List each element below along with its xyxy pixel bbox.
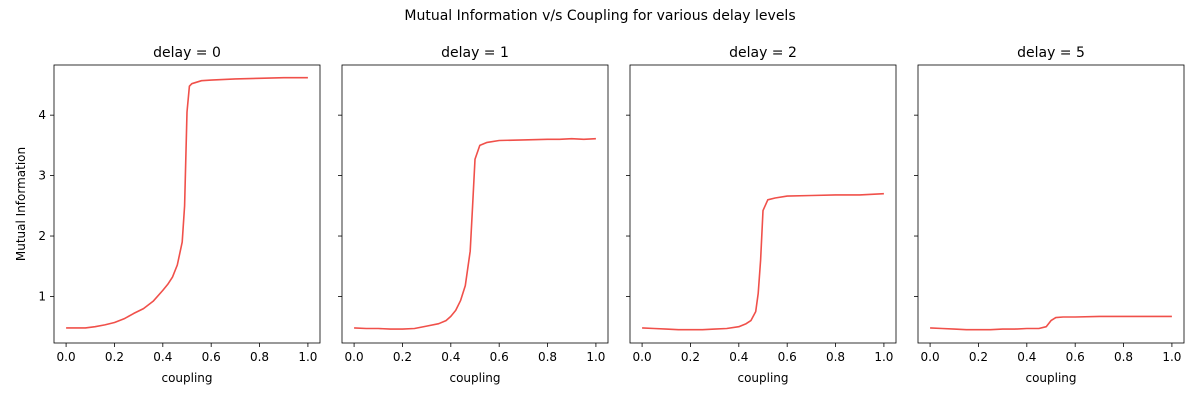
series-line <box>66 78 308 328</box>
panel-title: delay = 2 <box>729 45 797 61</box>
x-tick-label: 1.0 <box>874 350 893 364</box>
x-tick-label: 0.4 <box>153 350 172 364</box>
x-tick-label: 0.8 <box>1114 350 1133 364</box>
x-tick-label: 0.4 <box>441 350 460 364</box>
panel-title: delay = 0 <box>153 45 221 61</box>
series-line <box>642 194 884 330</box>
x-tick-label: 0.6 <box>1066 350 1085 364</box>
x-tick-label: 0.0 <box>345 350 364 364</box>
x-tick-label: 1.0 <box>1162 350 1181 364</box>
series-line <box>930 316 1172 329</box>
x-tick-label: 0.6 <box>490 350 509 364</box>
panel-4: delay = 5 0.0 0.2 0.4 0.6 0.8 1.0 coupling <box>914 45 1184 385</box>
x-tick-label: 0.6 <box>202 350 221 364</box>
x-axis-label: coupling <box>737 371 788 385</box>
figure-title: Mutual Information v/s Coupling for vari… <box>404 8 795 24</box>
x-tick-label: 0.0 <box>57 350 76 364</box>
plot-frame <box>630 65 896 343</box>
panel-3: delay = 2 0.0 0.2 0.4 0.6 0.8 1.0 coupling <box>626 45 896 385</box>
x-tick-label: 1.0 <box>586 350 605 364</box>
series-line <box>354 139 596 329</box>
y-axis-label: Mutual Information <box>14 147 28 261</box>
plot-frame <box>918 65 1184 343</box>
panel-title: delay = 5 <box>1017 45 1085 61</box>
x-tick-label: 0.2 <box>969 350 988 364</box>
panel-1: delay = 0 0.0 0.2 0.4 0.6 0.8 1.0 1 2 3 4 coupling <box>38 45 320 385</box>
x-tick-label: 0.4 <box>729 350 748 364</box>
plot-frame <box>342 65 608 343</box>
x-tick-label: 0.4 <box>1017 350 1036 364</box>
x-tick-label: 0.2 <box>105 350 124 364</box>
x-tick-label: 0.2 <box>681 350 700 364</box>
x-tick-label: 0.8 <box>538 350 557 364</box>
x-axis-label: coupling <box>1025 371 1076 385</box>
x-tick-label: 0.0 <box>633 350 652 364</box>
x-tick-label: 0.2 <box>393 350 412 364</box>
x-tick-label: 0.0 <box>921 350 940 364</box>
y-tick-label: 3 <box>38 169 46 183</box>
panels: delay = 00.0 0.2 0.4 0.6 0.8 1.01234couplingd… <box>38 45 1184 385</box>
y-tick-label: 2 <box>38 229 46 243</box>
x-tick-label: 0.8 <box>826 350 845 364</box>
x-tick-label: 1.0 <box>298 350 317 364</box>
panel-title: delay = 1 <box>441 45 509 61</box>
y-tick-label: 4 <box>38 108 46 122</box>
x-axis-label: coupling <box>161 371 212 385</box>
x-axis-label: coupling <box>449 371 500 385</box>
y-tick-label: 1 <box>38 289 46 303</box>
panel-2: delay = 1 0.0 0.2 0.4 0.6 0.8 1.0 coupling <box>338 45 608 385</box>
x-tick-label: 0.8 <box>250 350 269 364</box>
x-tick-label: 0.6 <box>778 350 797 364</box>
